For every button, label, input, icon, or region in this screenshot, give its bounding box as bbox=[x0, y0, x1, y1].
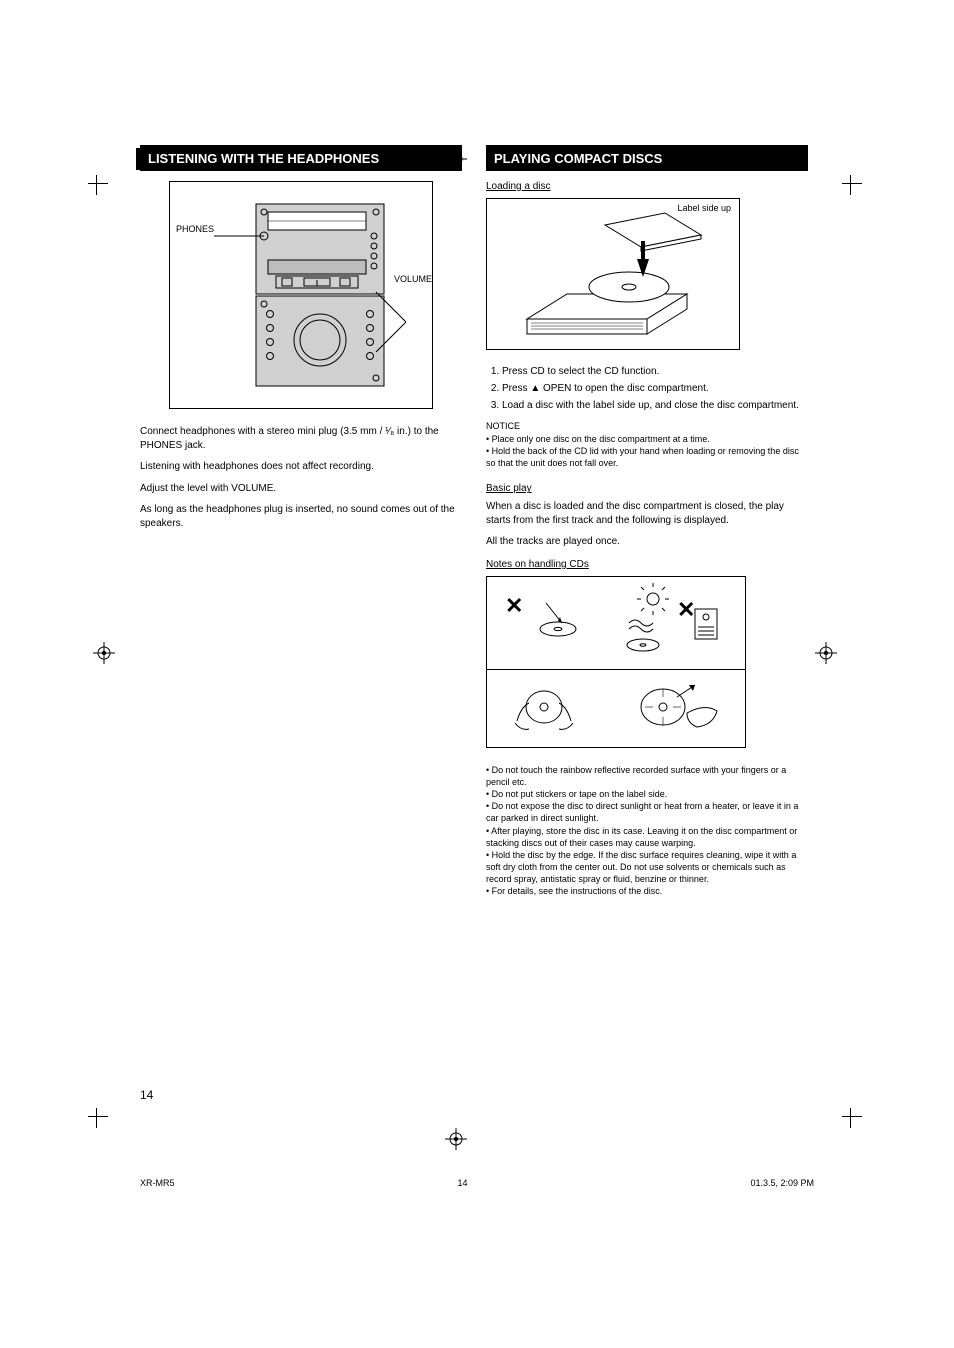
figure-loading-disc: Label side up bbox=[486, 198, 740, 350]
basic-play-body: When a disc is loaded and the disc compa… bbox=[486, 500, 808, 549]
subheading-basic-play: Basic play bbox=[486, 483, 808, 494]
subheading-loading: Loading a disc bbox=[486, 181, 808, 192]
left-column: LISTENING WITH THE HEADPHONES bbox=[140, 145, 462, 897]
figure-headphones-device: PHONES VOLUME bbox=[169, 181, 433, 409]
crop-mark bbox=[88, 175, 116, 203]
icon-no-heat: ✕ bbox=[615, 583, 727, 670]
step: Press CD to select the CD function. bbox=[502, 366, 808, 377]
registration-mark-icon bbox=[815, 642, 837, 664]
page-content: LISTENING WITH THE HEADPHONES bbox=[140, 145, 814, 897]
bullet: Hold the disc by the edge. If the disc s… bbox=[486, 850, 796, 884]
bullet: Do not put stickers or tape on the label… bbox=[492, 789, 668, 799]
icon-hold-edges bbox=[509, 677, 579, 742]
figure-caption-label-side: Label side up bbox=[677, 203, 731, 213]
svg-text:✕: ✕ bbox=[677, 597, 695, 622]
registration-mark-icon bbox=[93, 642, 115, 664]
para: All the tracks are played once. bbox=[486, 535, 808, 549]
figure-label-phones: PHONES bbox=[176, 224, 214, 234]
notice-title: NOTICE bbox=[486, 421, 808, 431]
headphones-body: Connect headphones with a stereo mini pl… bbox=[140, 425, 462, 530]
crop-mark bbox=[842, 175, 870, 203]
section-heading-headphones: LISTENING WITH THE HEADPHONES bbox=[140, 145, 462, 171]
bullet: For details, see the instructions of the… bbox=[492, 886, 663, 896]
loading-steps: Press CD to select the CD function. Pres… bbox=[486, 366, 808, 411]
para: As long as the headphones plug is insert… bbox=[140, 503, 462, 530]
page-footer: XR-MR5 14 01.3.5, 2:09 PM bbox=[140, 1178, 814, 1188]
registration-mark-icon bbox=[445, 1128, 467, 1150]
step: Load a disc with the label side up, and … bbox=[502, 400, 808, 411]
footer-left: XR-MR5 bbox=[140, 1178, 175, 1188]
handling-notes: • Do not touch the rainbow reflective re… bbox=[486, 764, 808, 898]
x-mark-icon: ✕ bbox=[505, 593, 523, 618]
section-heading-cd: PLAYING COMPACT DISCS bbox=[486, 145, 808, 171]
para: Adjust the level with VOLUME. bbox=[140, 482, 462, 496]
para: Listening with headphones does not affec… bbox=[140, 460, 462, 474]
para: Connect headphones with a stereo mini pl… bbox=[140, 425, 462, 452]
bullet: After playing, store the disc in its cas… bbox=[486, 826, 797, 848]
footer-right: 01.3.5, 2:09 PM bbox=[750, 1178, 814, 1188]
notice-body: • Place only one disc on the disc compar… bbox=[486, 433, 808, 469]
para: When a disc is loaded and the disc compa… bbox=[486, 500, 808, 527]
footer-page: 14 bbox=[457, 1178, 467, 1188]
crop-mark bbox=[88, 1108, 116, 1136]
figure-label-volume: VOLUME bbox=[394, 274, 432, 284]
page-number: 14 bbox=[140, 1088, 153, 1102]
icon-wipe-disc bbox=[617, 677, 727, 742]
step: Press ▲ OPEN to open the disc compartmen… bbox=[502, 383, 808, 394]
bullet: Do not expose the disc to direct sunligh… bbox=[486, 801, 798, 823]
crop-mark bbox=[842, 1108, 870, 1136]
subheading-handling: Notes on handling CDs bbox=[486, 559, 808, 570]
right-column: PLAYING COMPACT DISCS Loading a disc bbox=[486, 145, 808, 897]
figure-cd-handling: ✕ bbox=[486, 576, 746, 748]
notice-line: Place only one disc on the disc compartm… bbox=[492, 434, 710, 444]
bullet: Do not touch the rainbow reflective reco… bbox=[486, 765, 786, 787]
notice-line: Hold the back of the CD lid with your ha… bbox=[486, 446, 799, 468]
icon-no-pencil: ✕ bbox=[505, 595, 582, 641]
